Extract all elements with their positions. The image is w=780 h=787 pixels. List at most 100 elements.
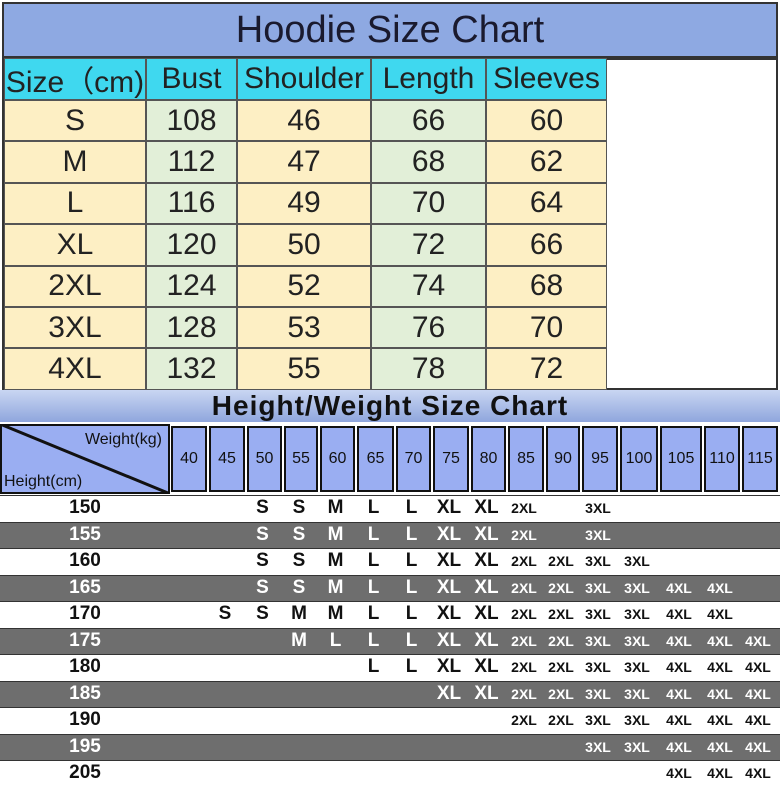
size-cell: 72 bbox=[371, 224, 486, 266]
size-entry: XL bbox=[436, 603, 462, 625]
size-entry: 4XL bbox=[745, 659, 771, 676]
height-cell: 165 bbox=[69, 576, 101, 598]
size-entry: 2XL bbox=[548, 606, 574, 623]
size-entry: 2XL bbox=[548, 553, 574, 570]
size-entry: S bbox=[256, 550, 269, 572]
size-cell: 74 bbox=[371, 265, 486, 307]
size-entry: M bbox=[291, 629, 307, 651]
size-entry: XL bbox=[474, 550, 499, 572]
size-cell: S bbox=[4, 100, 146, 142]
row-band bbox=[0, 574, 780, 601]
size-entry: L bbox=[405, 656, 418, 678]
weight-header: 80 bbox=[471, 426, 506, 492]
size-cell: 70 bbox=[486, 307, 607, 349]
size-entry: 4XL bbox=[707, 685, 733, 702]
size-entry: 3XL bbox=[624, 579, 650, 596]
size-cell: XL bbox=[4, 224, 146, 266]
size-entry: XL bbox=[436, 523, 462, 545]
size-entry: 2XL bbox=[548, 659, 574, 676]
size-entry: L bbox=[367, 576, 380, 598]
size-cell: 68 bbox=[371, 141, 486, 183]
size-entry: 3XL bbox=[585, 526, 611, 543]
size-entry: XL bbox=[474, 576, 499, 598]
size-cell: 2XL bbox=[4, 265, 146, 307]
size-cell: 55 bbox=[237, 348, 371, 390]
row-band bbox=[0, 760, 780, 787]
size-cell: 70 bbox=[371, 182, 486, 225]
size-cell: 64 bbox=[486, 182, 607, 225]
size-entry: 4XL bbox=[745, 632, 771, 649]
weight-header: 90 bbox=[546, 426, 580, 492]
hw-chart-title: Height/Weight Size Chart bbox=[0, 390, 780, 422]
row-band bbox=[0, 707, 780, 734]
weight-header: 40 bbox=[171, 426, 207, 492]
weight-header: 105 bbox=[660, 426, 702, 492]
size-entry: XL bbox=[474, 629, 499, 651]
size-entry: M bbox=[327, 523, 344, 545]
size-cell: 50 bbox=[237, 224, 371, 266]
size-entry: XL bbox=[474, 497, 499, 519]
size-cell: 3XL bbox=[4, 307, 146, 349]
size-entry: 2XL bbox=[511, 712, 537, 729]
size-header: Bust bbox=[146, 58, 237, 100]
size-cell: 4XL bbox=[4, 348, 146, 390]
size-entry: 4XL bbox=[666, 606, 692, 623]
weight-header: 45 bbox=[209, 426, 245, 492]
size-entry: M bbox=[327, 603, 344, 625]
height-cell: 170 bbox=[69, 603, 101, 625]
size-entry: M bbox=[327, 497, 344, 519]
size-entry: S bbox=[218, 603, 232, 625]
height-cell: 175 bbox=[69, 629, 101, 651]
size-entry: 2XL bbox=[511, 579, 537, 596]
size-entry: L bbox=[405, 497, 418, 519]
size-entry: 2XL bbox=[548, 579, 574, 596]
size-entry: S bbox=[292, 523, 306, 545]
size-entry: L bbox=[367, 523, 380, 545]
size-header: Sleeves bbox=[486, 58, 607, 100]
size-cell: 47 bbox=[237, 141, 371, 183]
size-entry: L bbox=[405, 629, 418, 651]
size-entry: 4XL bbox=[745, 712, 771, 729]
size-cell: 116 bbox=[146, 182, 237, 225]
size-cell: 72 bbox=[486, 348, 607, 390]
size-cell: 128 bbox=[146, 307, 237, 349]
size-cell: 53 bbox=[237, 307, 371, 349]
height-cell: 185 bbox=[69, 682, 101, 704]
size-entry: 4XL bbox=[745, 765, 771, 782]
height-cell: 150 bbox=[69, 497, 101, 519]
size-header: Shoulder bbox=[237, 58, 371, 100]
size-entry: 3XL bbox=[585, 606, 611, 623]
size-entry: S bbox=[256, 603, 269, 625]
size-entry: L bbox=[367, 656, 380, 678]
weight-header: 110 bbox=[704, 426, 740, 492]
size-cell: 108 bbox=[146, 100, 237, 142]
weight-header: 100 bbox=[620, 426, 658, 492]
size-entry: 3XL bbox=[624, 606, 650, 623]
row-band bbox=[0, 654, 780, 681]
row-band bbox=[0, 601, 780, 628]
height-cell: 180 bbox=[69, 656, 101, 678]
size-entry: S bbox=[292, 550, 306, 572]
size-entry: L bbox=[367, 629, 380, 651]
size-cell: 60 bbox=[486, 100, 607, 142]
weight-header: 70 bbox=[396, 426, 431, 492]
row-band bbox=[0, 680, 780, 707]
size-entry: L bbox=[367, 497, 380, 519]
size-entry: 3XL bbox=[624, 632, 650, 649]
size-entry: 2XL bbox=[548, 685, 574, 702]
size-entry: S bbox=[256, 576, 269, 598]
size-entry: 4XL bbox=[707, 632, 733, 649]
height-cell: 160 bbox=[69, 550, 101, 572]
size-entry: 2XL bbox=[511, 632, 537, 649]
size-entry: L bbox=[405, 603, 418, 625]
size-entry: 2XL bbox=[511, 526, 537, 543]
size-entry: 4XL bbox=[707, 738, 733, 755]
weight-header: 65 bbox=[357, 426, 394, 492]
size-cell: L bbox=[4, 182, 146, 225]
size-entry: 4XL bbox=[666, 685, 692, 702]
size-entry: 3XL bbox=[624, 738, 650, 755]
size-cell: 78 bbox=[371, 348, 486, 390]
height-cell: 195 bbox=[69, 735, 101, 757]
height-cell: 155 bbox=[69, 523, 101, 545]
